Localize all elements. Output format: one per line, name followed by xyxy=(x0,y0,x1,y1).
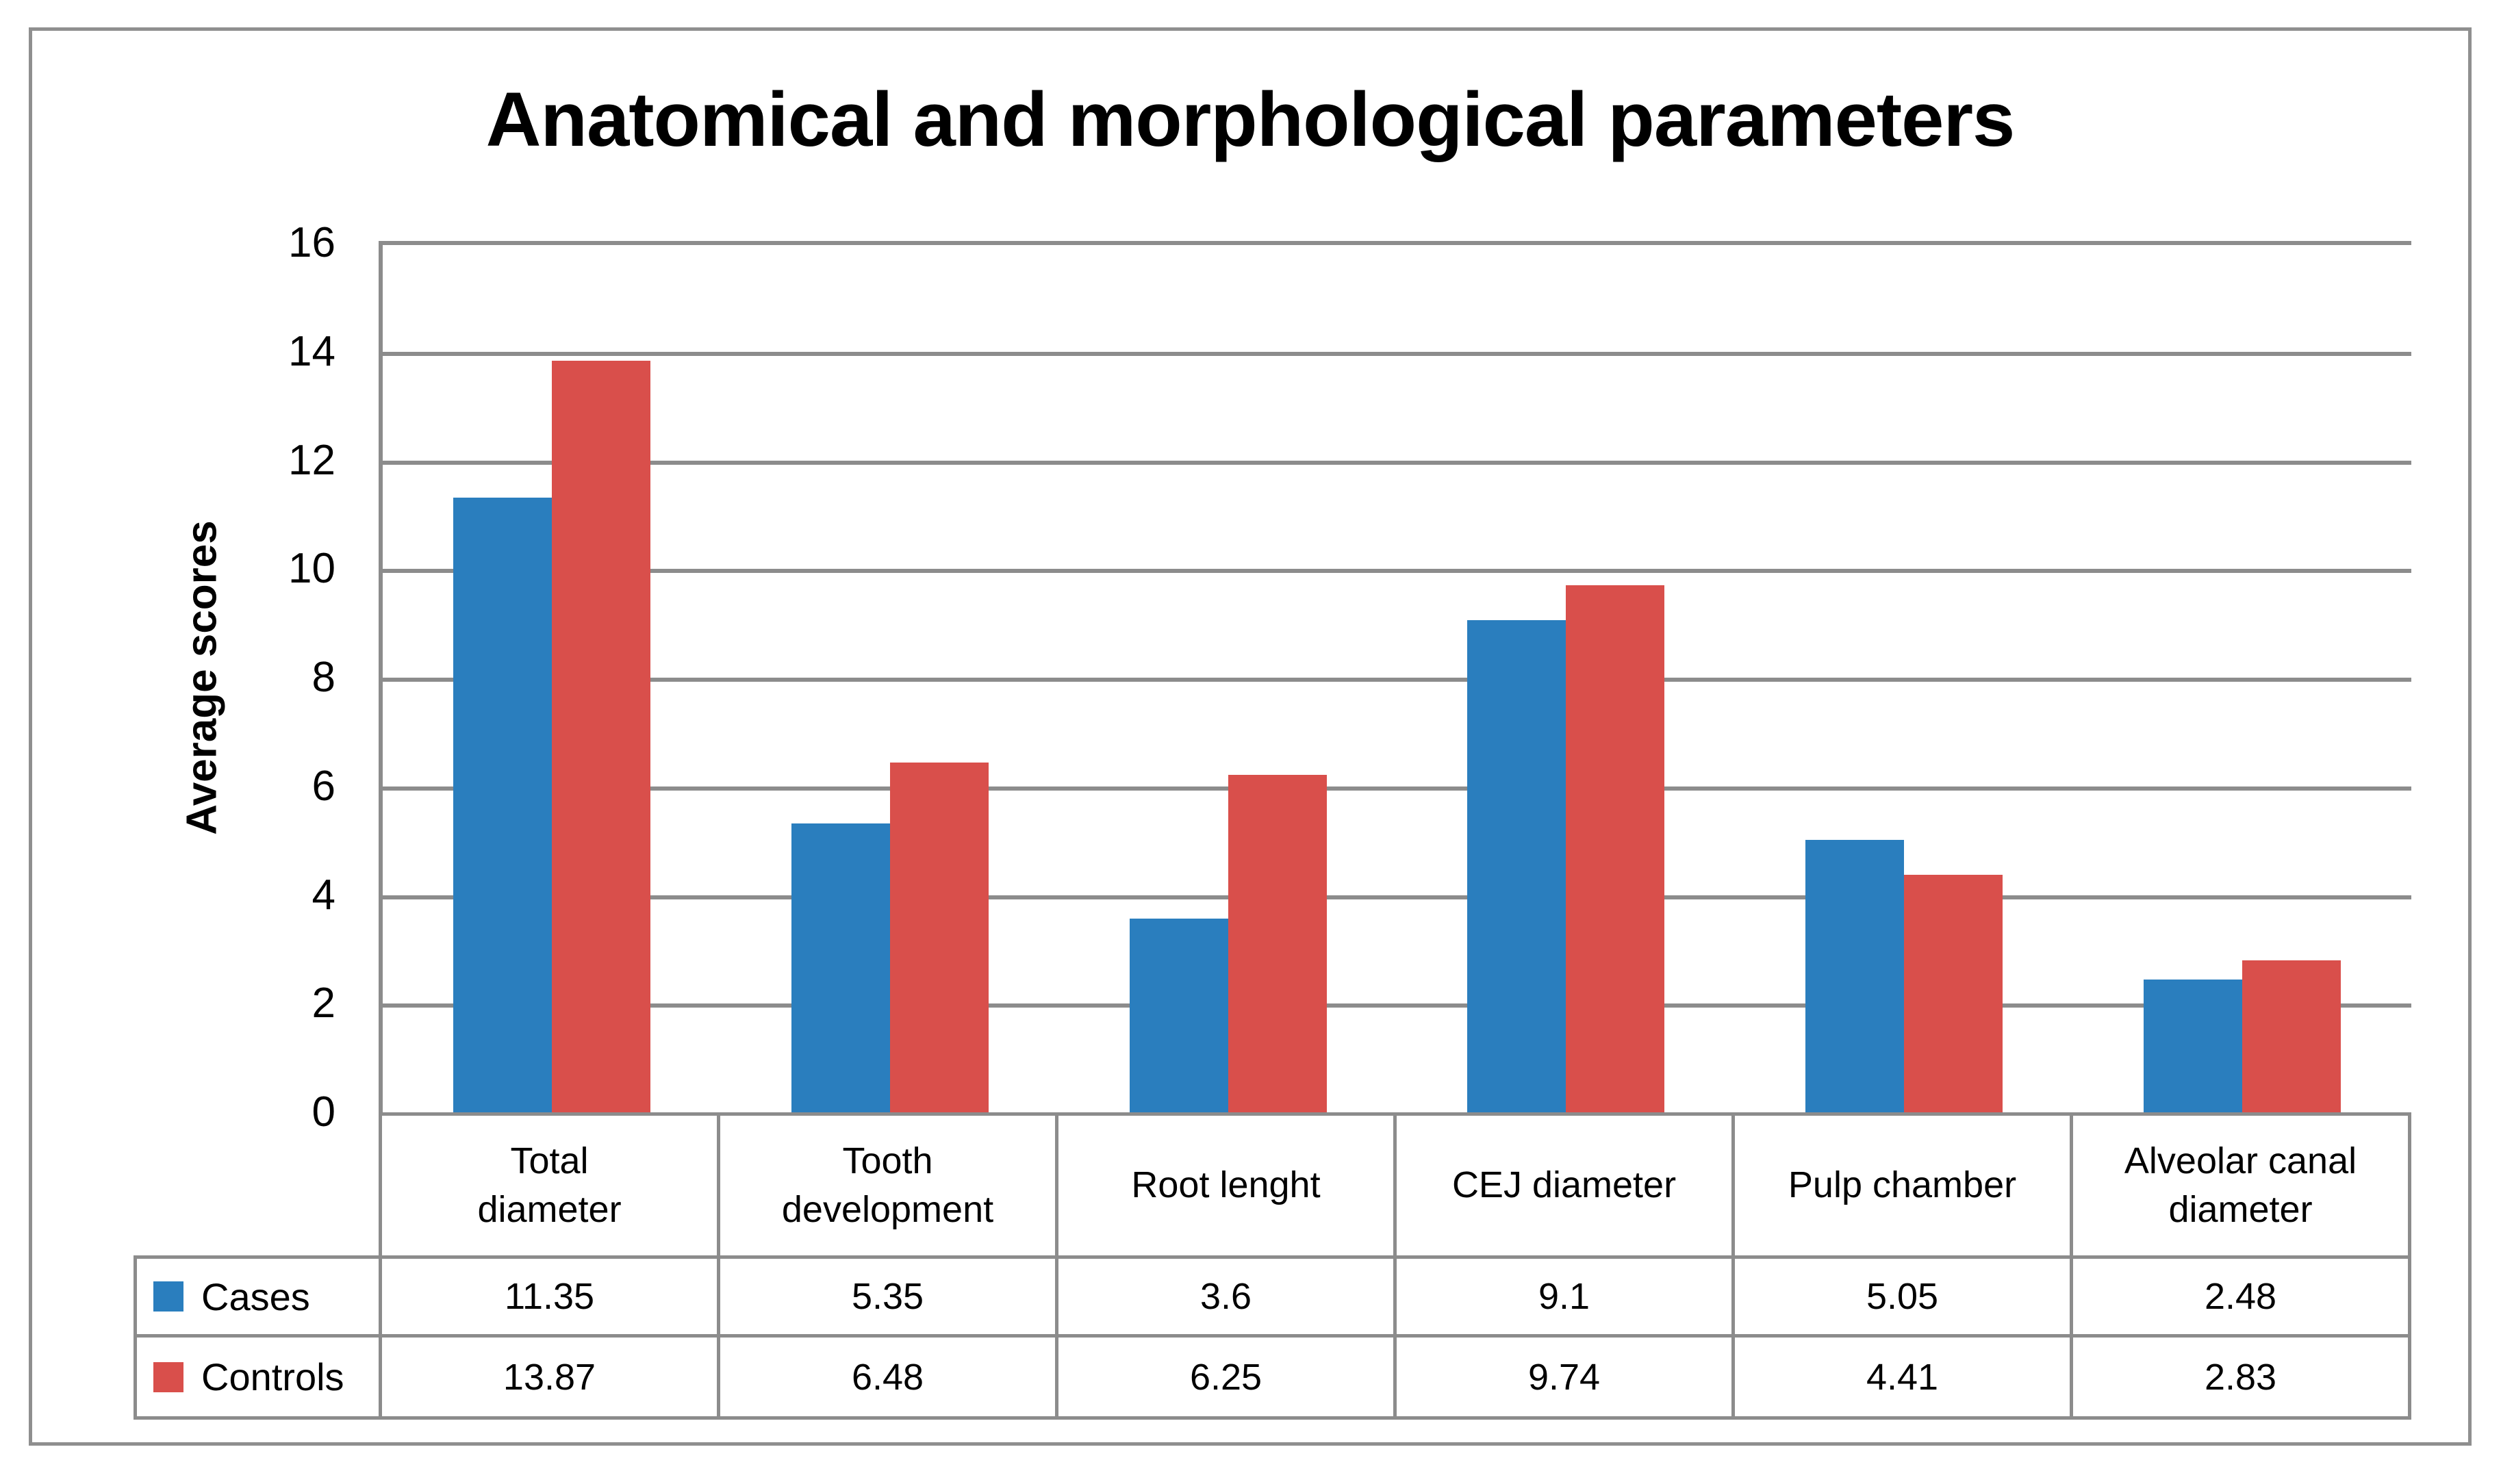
bar-cases-total-diameter xyxy=(453,498,552,1114)
bar-cases-pulp-chamber xyxy=(1805,840,1905,1114)
y-tick-label-2: 2 xyxy=(312,980,335,1027)
value-cell-controls-pulp-chamber: 4.41 xyxy=(1731,1334,2073,1420)
series-label-cases: Cases xyxy=(201,1275,310,1318)
category-header-alveolar-canal-diameter: Alveolar canal diameter xyxy=(2070,1112,2411,1259)
legend-swatch-controls xyxy=(153,1361,183,1392)
value-cell-cases-cej-diameter: 9.1 xyxy=(1393,1255,1735,1338)
value-cell-controls-alveolar-canal-diameter: 2.83 xyxy=(2070,1334,2411,1420)
value-cell-cases-alveolar-canal-diameter: 2.48 xyxy=(2070,1255,2411,1338)
bar-controls-total-diameter xyxy=(551,361,650,1114)
value-cell-cases-tooth-development: 5.35 xyxy=(717,1255,1058,1338)
chart-title: Anatomical and morphological parameters xyxy=(485,77,2016,162)
gridline-y-10 xyxy=(383,569,2411,574)
bar-cases-tooth-development xyxy=(791,823,890,1114)
y-tick-label-12: 12 xyxy=(288,436,335,484)
legend-cell-cases: Cases xyxy=(134,1255,382,1338)
bar-controls-tooth-development xyxy=(889,762,989,1114)
gridline-y-2 xyxy=(383,1003,2411,1008)
y-tick-label-0: 0 xyxy=(312,1088,335,1136)
gridline-y-6 xyxy=(383,786,2411,791)
gridline-y-4 xyxy=(383,895,2411,899)
table-row-cases: Cases 11.35 5.35 3.6 9.1 5.05 2.48 xyxy=(134,1255,2411,1338)
y-tick-label-14: 14 xyxy=(288,327,335,375)
data-table: Total diameter Tooth development Root leng… xyxy=(134,1112,2411,1420)
legend-swatch-cases xyxy=(153,1281,183,1312)
bar-controls-cej-diameter xyxy=(1566,585,1665,1114)
y-tick-label-8: 8 xyxy=(312,654,335,701)
bar-cases-alveolar-canal-diameter xyxy=(2144,980,2243,1114)
table-row-controls: Controls 13.87 6.48 6.25 9.74 4.41 2.83 xyxy=(134,1334,2411,1420)
series-label-controls: Controls xyxy=(201,1355,344,1398)
plot-area xyxy=(379,241,2411,1118)
legend-cell-controls: Controls xyxy=(134,1334,382,1420)
bar-cases-root-lenght xyxy=(1129,919,1228,1114)
bar-controls-alveolar-canal-diameter xyxy=(2242,960,2341,1114)
value-cell-controls-cej-diameter: 9.74 xyxy=(1393,1334,1735,1420)
bar-controls-pulp-chamber xyxy=(1904,874,2003,1114)
value-cell-controls-tooth-development: 6.48 xyxy=(717,1334,1058,1420)
y-tick-label-10: 10 xyxy=(288,545,335,593)
category-header-tooth-development: Tooth development xyxy=(717,1112,1058,1259)
value-cell-cases-root-lenght: 3.6 xyxy=(1055,1255,1397,1338)
value-cell-cases-total-diameter: 11.35 xyxy=(379,1255,720,1338)
value-cell-cases-pulp-chamber: 5.05 xyxy=(1731,1255,2073,1338)
category-header-pulp-chamber: Pulp chamber xyxy=(1731,1112,2073,1259)
gridline-y-14 xyxy=(383,351,2411,356)
y-tick-label-16: 16 xyxy=(288,219,335,266)
gridline-y-8 xyxy=(383,678,2411,682)
category-header-cej-diameter: CEJ diameter xyxy=(1393,1112,1735,1259)
y-tick-label-6: 6 xyxy=(312,762,335,810)
table-corner-blank xyxy=(136,1114,381,1257)
y-tick-label-4: 4 xyxy=(312,871,335,919)
category-header-total-diameter: Total diameter xyxy=(379,1112,720,1259)
value-cell-controls-root-lenght: 6.25 xyxy=(1055,1334,1397,1420)
category-header-root-lenght: Root lenght xyxy=(1055,1112,1397,1259)
value-cell-controls-total-diameter: 13.87 xyxy=(379,1334,720,1420)
bar-cases-cej-diameter xyxy=(1467,619,1566,1114)
gridline-y-12 xyxy=(383,460,2411,465)
bar-controls-root-lenght xyxy=(1228,774,1327,1114)
